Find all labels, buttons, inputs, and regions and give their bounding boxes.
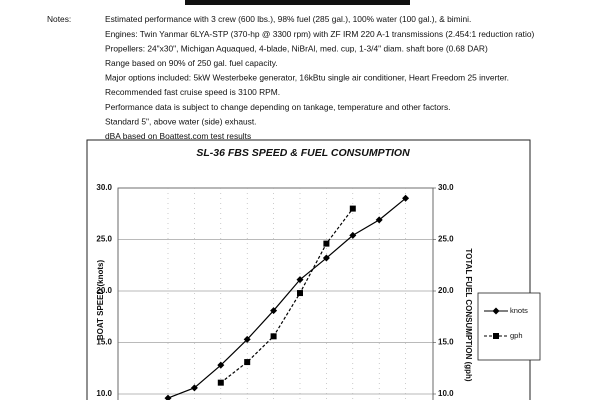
- notes-label: Notes:: [47, 14, 71, 24]
- note-line: Engines: Twin Yanmar 6LYA-STP (370-hp @ …: [105, 29, 535, 39]
- y-axis-label: BOAT SPEED (knots): [96, 260, 105, 341]
- note-line: Range based on 90% of 250 gal. fuel capa…: [105, 58, 278, 68]
- marker: [322, 254, 330, 262]
- marker: [270, 307, 278, 315]
- y2-tick-label: 30.0: [438, 183, 454, 192]
- y2-tick-label: 10.0: [438, 389, 454, 398]
- legend-marker: [492, 307, 500, 315]
- chart-frame: [86, 139, 531, 400]
- y2-axis-label: TOTAL FUEL CONSUMPTION (gph): [464, 248, 473, 382]
- header-bar: [185, 0, 410, 5]
- marker: [296, 276, 304, 284]
- y-tick-label: 25.0: [96, 235, 112, 244]
- y2-tick-label: 25.0: [438, 235, 454, 244]
- marker: [217, 379, 224, 386]
- plot-area: [117, 187, 434, 400]
- note-line: Propellers: 24"x30", Michigan Aquaqued, …: [105, 43, 488, 53]
- series-line: [167, 197, 406, 399]
- marker: [349, 205, 356, 212]
- y-tick-label: 30.0: [96, 183, 112, 192]
- marker: [243, 335, 251, 343]
- marker: [323, 240, 330, 247]
- note-line: Performance data is subject to change de…: [105, 102, 450, 112]
- note-line: dBA based on Boattest.com test results: [105, 131, 251, 141]
- chart-title: SL-36 FBS SPEED & FUEL CONSUMPTION: [196, 147, 410, 159]
- marker: [217, 361, 225, 369]
- marker: [402, 194, 410, 202]
- marker: [164, 394, 172, 400]
- marker: [270, 333, 277, 340]
- y-tick-label: 15.0: [96, 338, 112, 347]
- y-tick-label: 20.0: [96, 286, 112, 295]
- marker: [375, 216, 383, 224]
- legend-label: gph: [510, 331, 523, 340]
- marker: [297, 290, 303, 297]
- note-line: Major options included: 5kW Westerbeke g…: [105, 73, 509, 83]
- marker: [244, 359, 251, 366]
- legend-marker: [493, 333, 499, 339]
- note-line: Standard 5", above water (side) exhaust.: [105, 116, 256, 126]
- y-tick-label: 10.0: [96, 389, 112, 398]
- legend-label: knots: [510, 306, 528, 315]
- legend: [477, 292, 541, 361]
- note-line: Recommended fast cruise speed is 3100 RP…: [105, 87, 280, 97]
- series-line: [220, 208, 354, 384]
- marker: [190, 384, 198, 392]
- note-line: Estimated performance with 3 crew (600 l…: [105, 14, 471, 24]
- y2-tick-label: 20.0: [438, 286, 454, 295]
- y2-tick-label: 15.0: [438, 338, 454, 347]
- marker: [349, 231, 357, 239]
